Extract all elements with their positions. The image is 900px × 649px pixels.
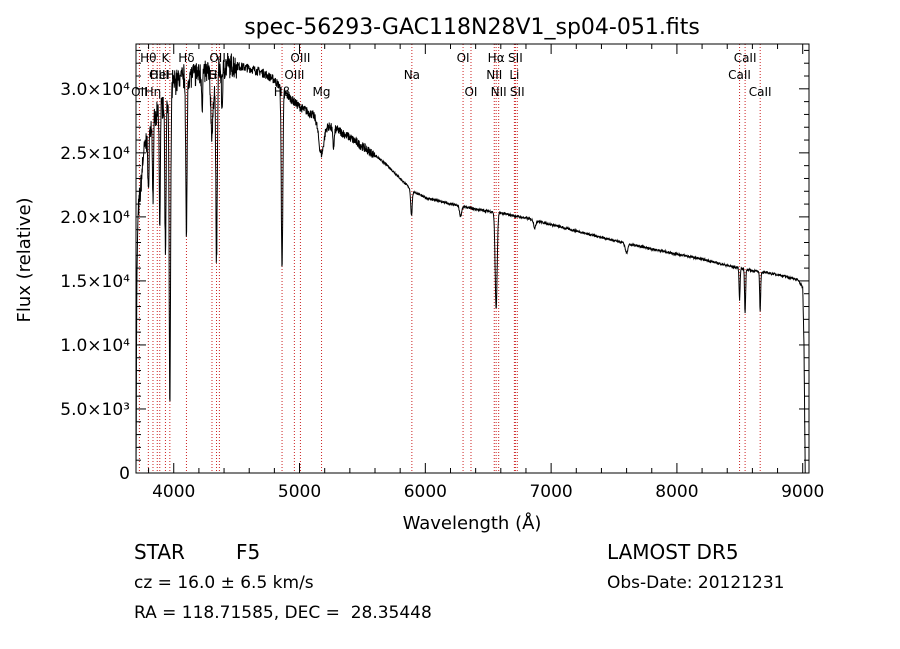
line-marker-label: OI (464, 85, 477, 99)
line-marker-label: SII (510, 85, 525, 99)
line-marker-label: Li (509, 68, 519, 82)
spectrum-line (135, 53, 806, 474)
x-tick-label: 8000 (655, 482, 698, 502)
line-marker-label: Hη (145, 85, 162, 99)
line-marker-label: H (165, 68, 174, 82)
line-marker-label: OII (149, 68, 166, 82)
plot-frame (135, 43, 810, 474)
line-marker-label: NII (486, 68, 502, 82)
x-tick-label: 4000 (152, 482, 195, 502)
x-axis-label: Wavelength (Å) (403, 512, 542, 534)
line-marker-label: Hδ (178, 51, 194, 65)
y-axis-label: Flux (relative) (14, 197, 35, 322)
x-tick-label: 6000 (404, 482, 447, 502)
line-marker-label: CaII (749, 85, 772, 99)
y-tick-label: 2.5×10⁴ (60, 144, 130, 164)
line-marker-label: Mg (313, 85, 331, 99)
line-marker-label: G (207, 68, 216, 82)
x-tick-label: 7000 (529, 482, 572, 502)
redshift-readout: cz = 16.0 ± 6.5 km/s (134, 573, 314, 593)
sky-coordinates: RA = 118.71585, DEC = 28.35448 (134, 603, 432, 623)
x-axis: 4000 5000 6000 7000 8000 9000 (148, 44, 824, 502)
y-tick-label: 0 (119, 464, 130, 484)
line-marker-label: Hθ (140, 51, 156, 65)
y-tick-label: 2.0×10⁴ (60, 208, 130, 228)
line-marker-label: CaII (734, 51, 757, 65)
line-marker-label: CaII (728, 68, 751, 82)
line-marker-label: NII (491, 85, 507, 99)
survey-name: LAMOST DR5 (607, 540, 739, 564)
line-marker-label: OI (457, 51, 470, 65)
line-marker-label: Na (404, 68, 420, 82)
object-subclass: F5 (236, 540, 261, 564)
x-tick-label: 5000 (278, 482, 321, 502)
line-marker-label: HeI (150, 68, 170, 82)
emission-line-labels: OIIHθHηOIIHeIKHHδGHγOIIIHβOIIIOIIIMgNaOI… (131, 51, 771, 99)
line-marker-label: SII (508, 51, 523, 65)
y-tick-label: 5.0×10³ (60, 400, 130, 420)
y-tick-label: 3.0×10⁴ (60, 80, 130, 100)
y-axis: 0 5.0×10³ 1.0×10⁴ 1.5×10⁴ 2.0×10⁴ 2.5×10⁴ 3.0×… (60, 49, 809, 484)
observation-date: Obs-Date: 20121231 (607, 573, 785, 593)
chart-title: spec-56293-GAC118N28V1_sp04-051.fits (244, 15, 700, 40)
x-tick-label: 9000 (781, 482, 824, 502)
line-marker-label: OIII (209, 51, 229, 65)
line-marker-label: Hα (488, 51, 505, 65)
line-marker-label: K (161, 51, 170, 65)
line-marker-label: Hγ (208, 68, 224, 82)
emission-line-markers (138, 44, 761, 473)
line-marker-label: OIII (284, 68, 304, 82)
line-marker-label: OIII (290, 51, 310, 65)
y-tick-label: 1.5×10⁴ (60, 272, 130, 292)
line-marker-label: Hβ (274, 85, 291, 99)
object-class: STAR (134, 540, 185, 564)
y-tick-label: 1.0×10⁴ (60, 336, 130, 356)
